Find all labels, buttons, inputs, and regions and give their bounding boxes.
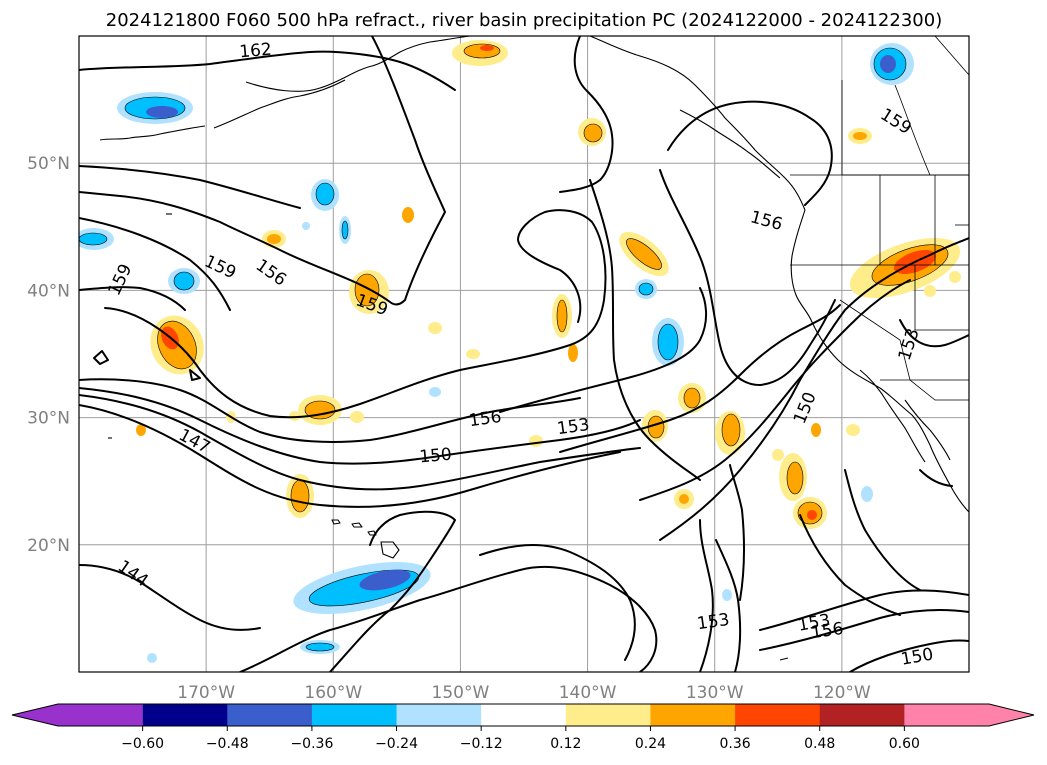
contour-label: 153 [696,610,731,634]
colorbar-segment [735,704,821,726]
positive-anomaly-blob [642,410,668,442]
negative-anomaly-blob [300,640,340,654]
colorbar-tick-label: −0.60 [121,736,164,752]
map-panel: 162 159 159 159 159 156 156 156 156 153 … [79,36,969,672]
negative-anomaly-blob [339,216,351,244]
positive-anomaly-blob [136,207,961,509]
contour-label: 153 [556,415,591,439]
positive-anomaly-blob [793,497,827,529]
negative-anomaly-blob [652,318,684,366]
lat-tick-label: 30°N [27,409,70,429]
negative-anomaly-blob [311,179,339,211]
political-borders [790,36,969,401]
lon-tick-label: 150°W [432,683,490,703]
colorbar-segment [650,704,736,726]
contour-label: 150 [419,445,453,468]
negative-anomaly-blob [168,268,200,294]
lon-tick-label: 120°W [813,683,871,703]
positive-anomaly-blob [578,118,606,146]
lat-tick-label: 40°N [27,281,70,301]
positive-anomaly-blob [552,294,572,338]
colorbar-tick-label: −0.48 [206,736,249,752]
contour-label: 156 [468,407,503,431]
positive-anomaly-blob [678,383,706,413]
lon-tick-label: 160°W [304,683,362,703]
positive-anomaly-blob [848,128,872,144]
lon-tick-label: 170°W [177,683,235,703]
figure-title: 2024121800 F060 500 hPa refract., river … [106,10,942,31]
positive-anomaly-blob [452,40,508,66]
colorbar-segment [819,704,905,726]
precip-shading [79,40,961,663]
coastlines [99,36,969,661]
contour-label: 162 [239,40,273,63]
positive-anomaly-blob [262,230,286,248]
colorbar-extend-low [12,704,58,726]
colorbar-extend-high [989,704,1034,726]
lon-tick-label: 140°W [559,683,617,703]
colorbar-segment [904,704,989,726]
positive-anomaly-blob [349,270,389,314]
colorbar-segment [58,704,143,726]
positive-anomaly-blob [286,474,314,518]
colorbar-tick-label: 0.24 [635,736,666,752]
colorbar: −0.60 −0.48 −0.36 −0.24 −0.12 0.12 0.24 0.36 0.4… [11,703,1035,752]
negative-anomaly-blob [117,92,193,124]
colorbar-segment [396,704,482,726]
lon-tick-label: 130°W [686,683,744,703]
colorbar-segment [311,704,398,726]
colorbar-segment [565,704,651,726]
colorbar-segment [481,704,567,726]
negative-anomaly-blob [635,279,657,299]
negative-anomaly-blob [870,43,914,85]
lat-tick-labels: 50°N 40°N 30°N 20°N [27,154,70,556]
lat-tick-label: 50°N [27,154,70,174]
negative-anomaly-blob [293,562,431,614]
positive-anomaly-blob [619,231,669,277]
colorbar-tick-label: 0.48 [804,736,835,752]
colorbar-segment [142,704,228,726]
colorbar-outline [11,703,1035,727]
negative-anomaly-blob [147,222,873,663]
lat-tick-label: 20°N [27,536,70,556]
positive-anomaly-blob [298,395,342,425]
negative-anomaly-blob [79,228,114,250]
colorbar-tick-label: −0.24 [375,736,418,752]
colorbar-tick-label: 0.12 [550,736,581,752]
refractivity-contours [79,36,969,672]
colorbar-tick-label: −0.36 [290,736,333,752]
lon-tick-labels: 170°W 160°W 150°W 140°W 130°W 120°W [177,683,871,703]
map-frame [78,35,970,673]
colorbar-tick-label: 0.36 [720,736,751,752]
positive-anomaly-blob [779,453,807,501]
contour-label: 156 [810,619,845,643]
positive-anomaly-blob [715,411,745,455]
colorbar-tick-label: −0.12 [460,736,503,752]
colorbar-segment [227,704,313,726]
colorbar-tick-label: 0.60 [889,736,920,752]
